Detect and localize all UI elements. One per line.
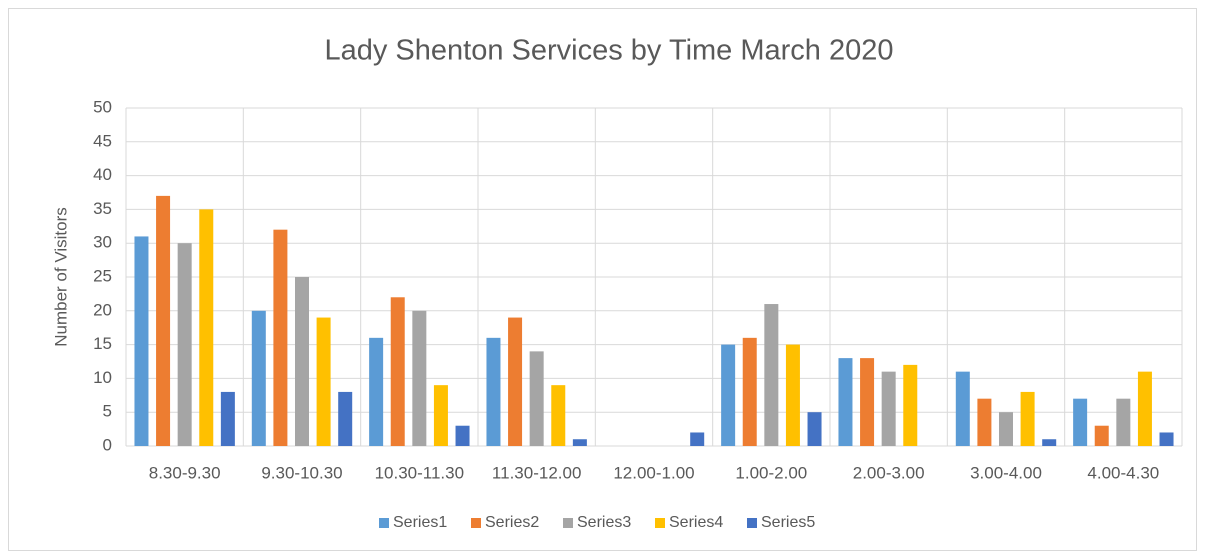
bar [455,425,470,446]
bar [486,337,501,446]
legend-label: Series2 [485,514,539,531]
y-axis-label: Number of Visitors [51,207,70,347]
x-tick-label: 1.00-2.00 [735,463,807,482]
bar [134,236,149,446]
bar [999,412,1013,446]
legend-swatch [379,518,389,528]
y-tick-label: 10 [93,368,112,387]
bar [955,371,970,446]
bar [156,195,171,446]
bar [251,310,266,446]
bar [977,398,992,446]
legend-swatch [655,518,665,528]
bar [785,344,800,446]
bar [369,337,384,446]
bar [721,344,736,446]
y-tick-label: 15 [93,334,112,353]
x-tick-label: 10.30-11.30 [375,463,464,482]
bar [295,277,309,446]
legend-label: Series4 [669,514,723,531]
bar [433,385,448,446]
bar [529,351,544,446]
legend-swatch [471,518,481,528]
legend-swatch [563,518,573,528]
bar [316,317,331,446]
bar [220,391,235,446]
bar [273,229,288,446]
bar [1042,439,1057,446]
bar [412,310,427,446]
x-tick-label: 11.30-12.00 [492,463,581,482]
legend-label: Series5 [761,514,815,531]
bar [742,337,757,446]
y-tick-label: 35 [93,199,112,218]
bar [1073,398,1088,446]
bar [1116,398,1131,446]
y-tick-label: 20 [93,300,112,319]
y-tick-label: 40 [93,165,112,184]
bar [338,391,353,446]
bar [690,432,705,446]
legend-swatch [747,518,757,528]
x-tick-label: 9.30-10.30 [261,463,342,482]
chart-title: Lady Shenton Services by Time March 2020 [324,35,893,67]
x-tick-label: 4.00-4.30 [1087,463,1159,482]
bar [1159,432,1174,446]
x-tick-label: 2.00-3.00 [853,463,925,482]
y-tick-label: 50 [93,97,112,116]
y-tick-label: 0 [103,435,112,454]
bar [199,209,214,446]
x-tick-label: 8.30-9.30 [149,463,221,482]
bar [1137,371,1152,446]
bar [551,385,566,446]
y-tick-label: 30 [93,233,112,252]
bar [764,304,779,446]
bar [860,358,875,446]
x-tick-label: 12.00-1.00 [613,463,694,482]
bar [508,317,523,446]
bar [572,439,587,446]
bar [881,371,896,446]
bar [1020,391,1035,446]
legend-label: Series3 [577,514,631,531]
y-tick-label: 5 [103,402,112,421]
bar [390,297,405,446]
y-tick-label: 45 [93,131,112,150]
y-tick-label: 25 [93,266,112,285]
bar [838,358,853,446]
x-tick-label: 3.00-4.00 [970,463,1042,482]
bar [1094,425,1109,446]
legend-label: Series1 [393,514,447,531]
bar [807,412,822,446]
bar [903,364,918,446]
bar [177,243,192,446]
